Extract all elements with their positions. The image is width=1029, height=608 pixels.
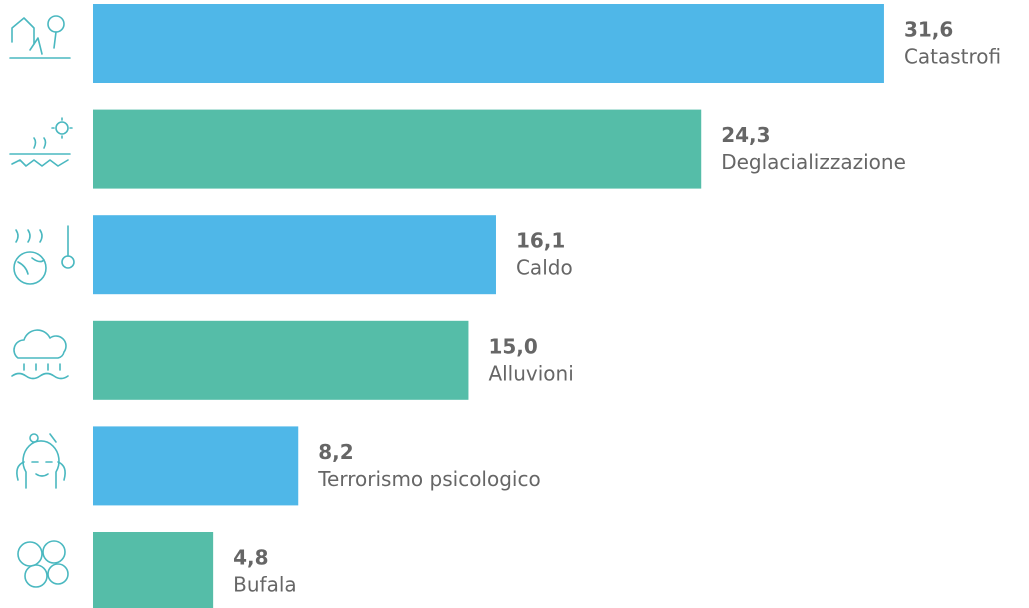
category-label: Catastrofi [904,45,1001,69]
icon-bufala [17,540,69,588]
bar [93,532,214,608]
icons [9,15,75,588]
value-label: 24,3 [721,123,770,147]
value-label: 16,1 [516,229,565,253]
icon-deglacializzazione [9,117,73,167]
category-label: Alluvioni [488,361,573,385]
category-label: Deglacializzazione [721,150,906,174]
icon-alluvioni [11,329,69,380]
bar [93,426,299,506]
icon-catastrofi [9,15,71,59]
bar [93,215,496,295]
value-label: 8,2 [318,440,353,464]
icon-terrorismo [16,433,66,489]
category-label: Bufala [233,573,297,597]
bar [93,109,702,189]
bar [93,320,469,400]
category-label: Caldo [516,256,573,280]
value-label: 4,8 [233,546,268,570]
value-label: 31,6 [904,18,953,42]
icon-caldo [13,225,75,285]
bar [93,4,884,83]
value-label: 15,0 [488,334,537,358]
category-label: Terrorismo psicologico [317,467,540,491]
